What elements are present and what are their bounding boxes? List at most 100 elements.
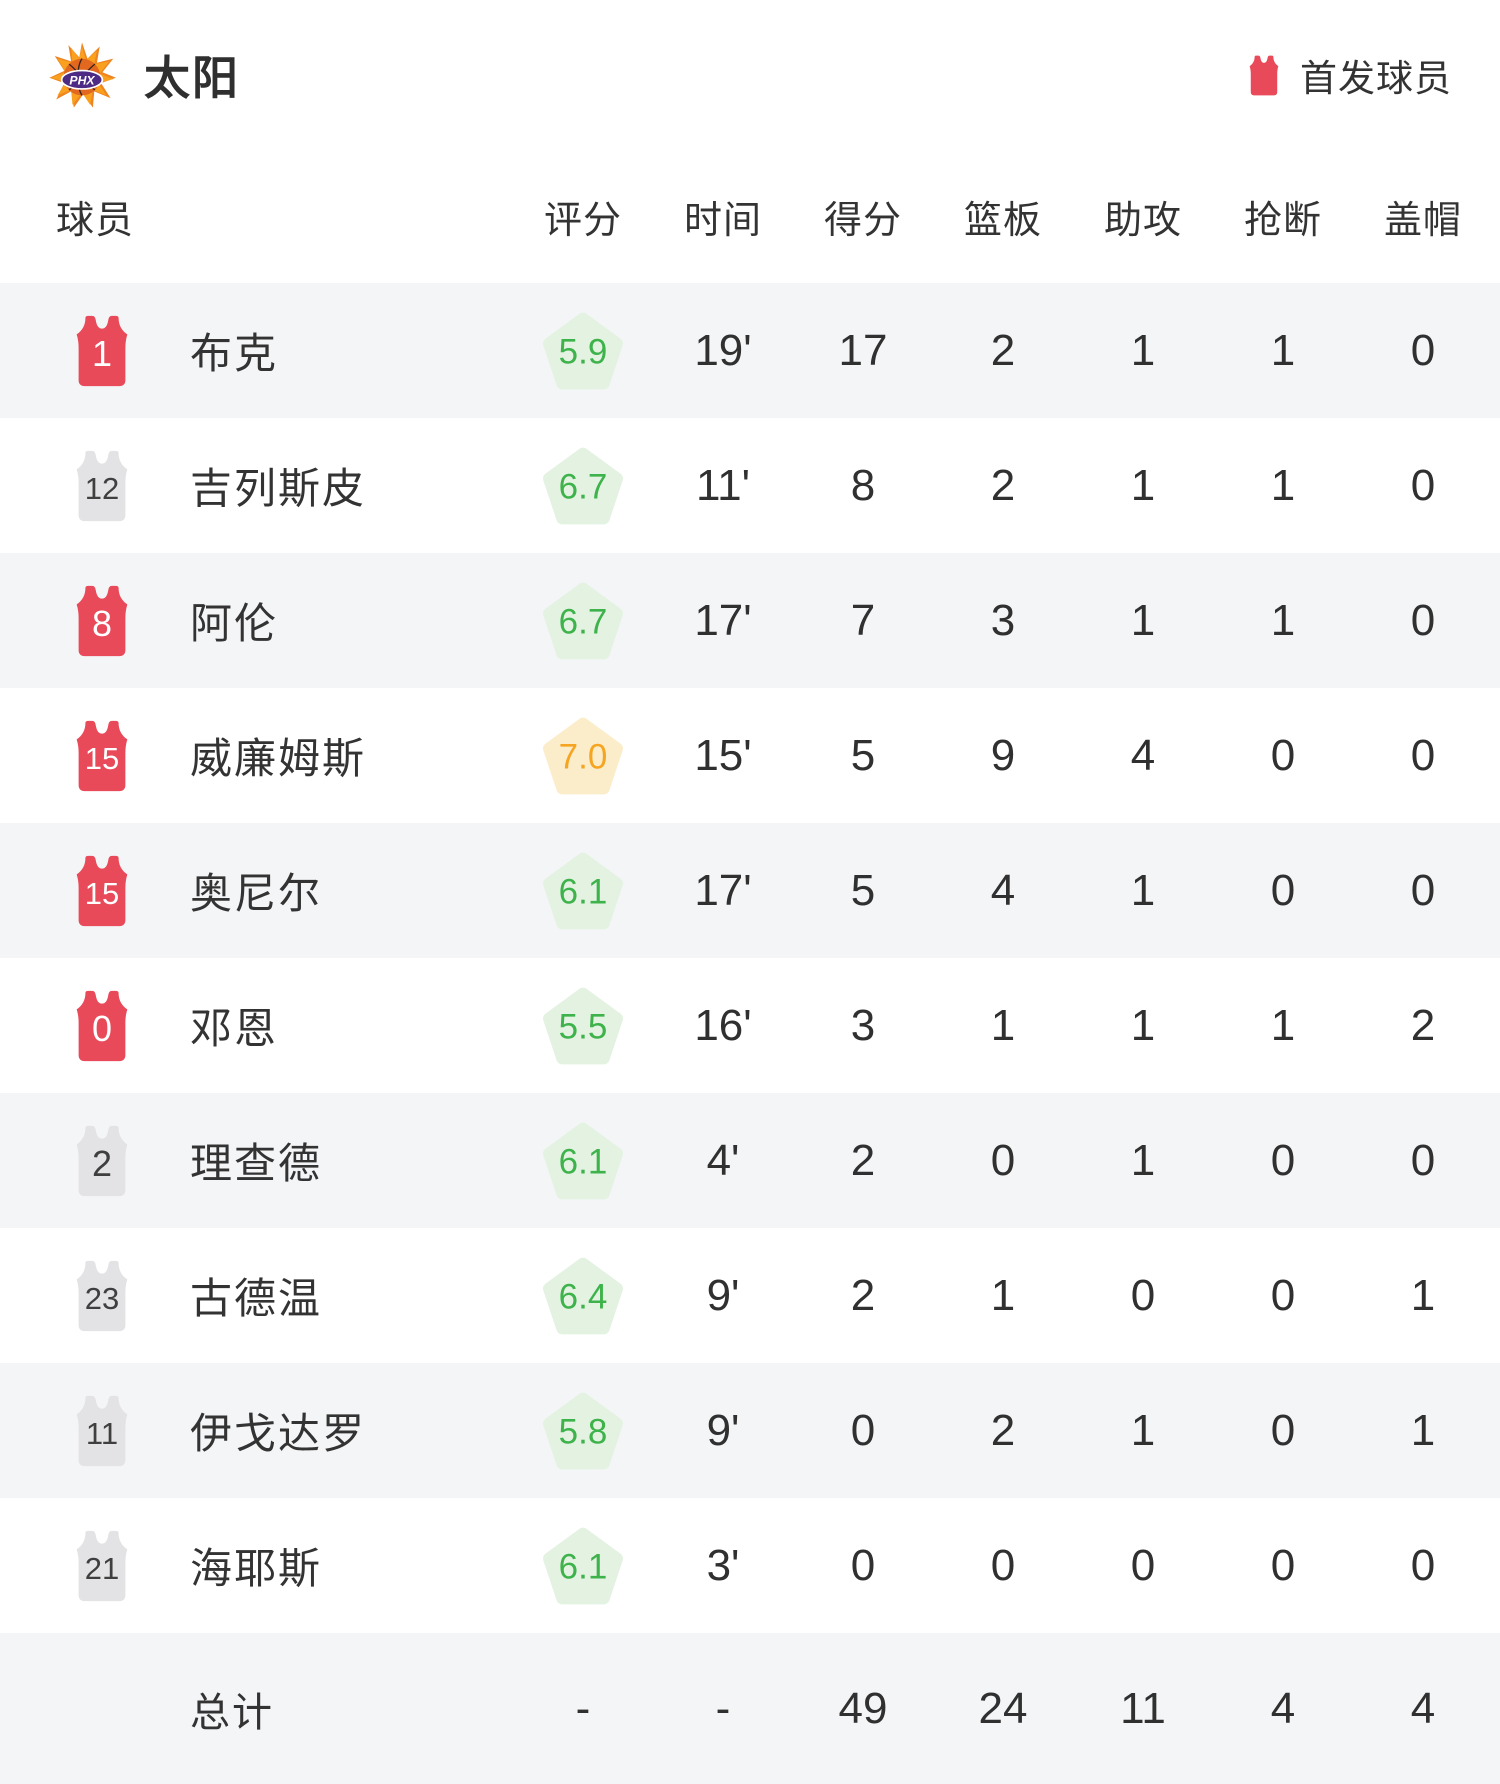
- total-blocks: 4: [1410, 1683, 1436, 1733]
- stat-blocks: 2: [1410, 1000, 1436, 1050]
- stat-assists: 4: [1130, 730, 1156, 780]
- player-name: 古德温: [190, 1275, 323, 1322]
- stat-rebounds: 2: [990, 1405, 1016, 1455]
- stat-steals: 1: [1270, 460, 1296, 510]
- stat-blocks: 0: [1410, 325, 1436, 375]
- stat-blocks: 0: [1410, 865, 1436, 915]
- player-row[interactable]: 2 理查德 6.1 4' 2 0 1 0 0: [0, 1093, 1500, 1228]
- stat-time: 9': [706, 1405, 740, 1455]
- jersey-number: 23: [84, 1281, 120, 1317]
- stat-blocks: 1: [1410, 1405, 1436, 1455]
- stat-steals: 1: [1270, 325, 1296, 375]
- rating-value: 7.0: [558, 737, 608, 777]
- team-logo-phx-suns-icon: PHX: [49, 42, 116, 108]
- rating-value: 5.8: [558, 1412, 608, 1452]
- stat-rebounds: 3: [990, 595, 1016, 645]
- total-steals: 4: [1270, 1683, 1296, 1733]
- rating-value: 6.4: [558, 1277, 608, 1317]
- player-name: 威廉姆斯: [190, 735, 367, 782]
- player-row[interactable]: 21 海耶斯 6.1 3' 0 0 0 0 0: [0, 1498, 1500, 1633]
- stat-blocks: 0: [1410, 1135, 1436, 1185]
- stat-steals: 1: [1270, 1000, 1296, 1050]
- stat-steals: 1: [1270, 595, 1296, 645]
- rating-value: 6.1: [558, 1547, 608, 1587]
- player-row[interactable]: 15 威廉姆斯 7.0 15' 5 9 4 0 0: [0, 688, 1500, 823]
- jersey-number: 15: [84, 876, 120, 912]
- stat-points: 7: [850, 595, 876, 645]
- total-points: 49: [838, 1683, 888, 1733]
- player-row[interactable]: 1 布克 5.9 19' 17 2 1 1 0: [0, 283, 1500, 418]
- stat-rebounds: 0: [990, 1135, 1016, 1185]
- player-name: 奥尼尔: [190, 870, 323, 917]
- stat-assists: 1: [1130, 1000, 1156, 1050]
- rating-value: 5.9: [558, 332, 608, 372]
- svg-text:PHX: PHX: [69, 74, 95, 88]
- rating-badge: 6.7: [541, 581, 625, 661]
- player-row[interactable]: 8 阿伦 6.7 17' 7 3 1 1 0: [0, 553, 1500, 688]
- rating-value: 6.1: [558, 872, 608, 912]
- player-row[interactable]: 23 古德温 6.4 9' 2 1 0 0 1: [0, 1228, 1500, 1363]
- stat-steals: 0: [1270, 1405, 1296, 1455]
- stat-blocks: 0: [1410, 730, 1436, 780]
- total-rebounds: 24: [978, 1683, 1028, 1733]
- rating-badge: 6.7: [541, 446, 625, 526]
- stat-points: 0: [850, 1540, 876, 1590]
- rating-badge: 6.1: [541, 1526, 625, 1606]
- jersey-icon: 15: [66, 718, 138, 794]
- jersey-icon: 21: [66, 1528, 138, 1604]
- stat-time: 3': [706, 1540, 740, 1590]
- stat-points: 8: [850, 460, 876, 510]
- player-row[interactable]: 12 吉列斯皮 6.7 11' 8 2 1 1 0: [0, 418, 1500, 553]
- stat-points: 5: [850, 865, 876, 915]
- rating-badge: 7.0: [541, 716, 625, 796]
- jersey-number: 11: [85, 1416, 119, 1452]
- total-assists: 11: [1120, 1683, 1166, 1733]
- rating-badge: 5.8: [541, 1391, 625, 1471]
- starter-legend-label: 首发球员: [1300, 58, 1452, 99]
- stat-assists: 1: [1130, 595, 1156, 645]
- stat-rebounds: 1: [990, 1000, 1016, 1050]
- jersey-icon: 8: [66, 583, 138, 659]
- team-header: PHX 太阳 首发球员: [0, 0, 1500, 150]
- total-time: -: [715, 1683, 731, 1733]
- jersey-icon: 0: [66, 988, 138, 1064]
- total-row: 总计 - - 49 24 11 4 4: [0, 1633, 1500, 1784]
- jersey-icon: 2: [66, 1123, 138, 1199]
- jersey-icon: 11: [66, 1393, 138, 1469]
- col-header-time: 时间: [683, 200, 762, 242]
- stat-steals: 0: [1270, 1135, 1296, 1185]
- rating-value: 6.1: [558, 1142, 608, 1182]
- jersey-number: 15: [84, 741, 120, 777]
- col-header-rebounds: 篮板: [963, 200, 1042, 242]
- stat-time: 11': [695, 460, 751, 510]
- jersey-number: 8: [91, 603, 113, 645]
- stat-time: 16': [694, 1000, 752, 1050]
- stat-points: 5: [850, 730, 876, 780]
- table-header-row: 球员 评分 时间 得分 篮板 助攻 抢断 盖帽: [0, 150, 1500, 283]
- stat-rebounds: 9: [990, 730, 1016, 780]
- rating-badge: 5.9: [541, 311, 625, 391]
- stat-time: 15': [694, 730, 752, 780]
- stat-steals: 0: [1270, 865, 1296, 915]
- stat-rebounds: 0: [990, 1540, 1016, 1590]
- stat-assists: 1: [1130, 325, 1156, 375]
- stat-rebounds: 4: [990, 865, 1016, 915]
- jersey-icon: 23: [66, 1258, 138, 1334]
- jersey-icon: 12: [66, 448, 138, 524]
- stat-time: 4': [706, 1135, 740, 1185]
- stat-assists: 1: [1130, 1405, 1156, 1455]
- player-row[interactable]: 15 奥尼尔 6.1 17' 5 4 1 0 0: [0, 823, 1500, 958]
- stat-blocks: 0: [1410, 595, 1436, 645]
- stat-points: 0: [850, 1405, 876, 1455]
- col-header-rating: 评分: [543, 200, 622, 242]
- player-row[interactable]: 0 邓恩 5.5 16' 3 1 1 1 2: [0, 958, 1500, 1093]
- jersey-icon: 1: [66, 313, 138, 389]
- col-header-assists: 助攻: [1103, 200, 1182, 242]
- stat-rebounds: 2: [990, 460, 1016, 510]
- stat-steals: 0: [1270, 1270, 1296, 1320]
- rating-badge: 6.1: [541, 851, 625, 931]
- stat-blocks: 0: [1410, 1540, 1436, 1590]
- stat-rebounds: 2: [990, 325, 1016, 375]
- player-row[interactable]: 11 伊戈达罗 5.8 9' 0 2 1 0 1: [0, 1363, 1500, 1498]
- col-header-steals: 抢断: [1243, 200, 1322, 242]
